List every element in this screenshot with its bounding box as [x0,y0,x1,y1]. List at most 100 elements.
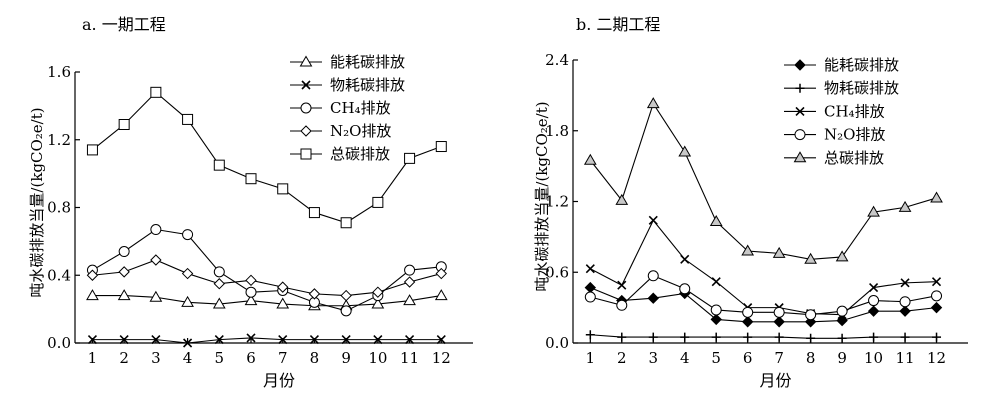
data-point [151,335,161,345]
data-point [213,159,225,171]
legend-label: 能耗碳排放 [330,53,405,71]
x-tick-label: 4 [680,349,690,367]
legend-label: N₂O排放 [824,126,885,144]
series-line [589,102,937,260]
data-point [615,193,629,205]
data-point [150,86,162,98]
legend-marker [793,151,807,163]
data-point [181,267,194,280]
data-point [181,295,194,307]
data-point [898,200,912,212]
data-point [709,215,723,227]
data-point [773,306,785,318]
legend-marker [795,83,805,93]
x-tick-label: 1 [88,349,98,367]
data-point [434,289,448,301]
data-point [213,278,226,290]
series-line [590,275,937,316]
data-point [711,332,721,342]
series-0 [86,289,448,311]
series-4 [583,97,943,264]
legend-label: 物耗碳排放 [824,79,899,97]
data-point [680,254,690,264]
x-tick-label: 10 [368,349,387,367]
data-point [119,335,129,345]
series-2 [585,215,942,320]
legend-marker [794,129,806,141]
data-point [774,332,784,342]
legend-marker [299,55,313,67]
series-3 [584,270,943,321]
series-0 [584,281,943,328]
legend-marker [300,102,312,114]
data-point [741,244,755,256]
legend-label: N₂O排放 [330,122,391,140]
data-point [806,333,816,343]
data-point [118,246,130,258]
data-point [403,276,416,288]
series-line [92,259,442,297]
data-point [648,332,658,342]
legend-marker [794,59,806,71]
data-point [213,266,225,278]
x-tick-label: 2 [119,349,129,367]
data-point [371,297,385,309]
chart-title: a. 一期工程 [82,15,166,34]
y-tick-label: 1.8 [545,122,569,140]
x-tick-label: 7 [774,349,784,367]
data-point [372,286,384,298]
x-tick-label: 5 [215,349,225,367]
x-tick-label: 10 [864,349,883,367]
y-tick-label: 0.8 [47,199,71,217]
legend-label: CH₄排放 [824,102,885,120]
data-point [647,270,659,282]
data-point [212,297,226,309]
data-point [741,316,754,328]
data-point [245,274,257,287]
data-point [931,277,942,287]
data-point [341,335,351,345]
data-point [585,264,595,274]
data-point [742,306,754,318]
data-point [931,290,943,302]
x-tick-label: 6 [743,349,753,367]
data-point [404,152,416,164]
x-tick-label: 6 [246,349,256,367]
y-tick-label: 0.4 [47,266,71,284]
data-point [183,338,193,348]
data-point [118,266,130,278]
x-tick-label: 9 [341,349,351,367]
data-point [246,333,256,343]
y-tick-label: 1.2 [545,193,569,211]
data-point [646,97,660,109]
data-point [86,289,99,301]
x-tick-label: 4 [183,349,193,367]
series-line [92,295,442,307]
data-point [772,246,786,258]
data-point [276,297,290,309]
data-point [277,183,289,195]
data-point [805,309,817,321]
data-point [86,269,99,281]
legend-label: 总碳排放 [824,149,884,167]
series-2 [86,224,447,317]
x-tick-label: 8 [806,349,816,367]
x-axis-label: 月份 [263,371,295,390]
legend-marker [795,106,805,116]
data-point [277,281,289,293]
chart-title: b. 二期工程 [576,15,660,34]
data-point [244,294,258,306]
data-point [584,281,597,294]
data-point [118,119,130,131]
x-tick-label: 8 [310,349,320,367]
x-tick-label: 7 [278,349,288,367]
legend-label: CH₄排放 [330,99,391,117]
series-1 [87,333,446,348]
data-point [405,335,415,345]
data-point [585,330,595,340]
data-point [932,332,942,342]
data-point [617,280,627,290]
legend-label: 总碳排放 [330,145,390,163]
